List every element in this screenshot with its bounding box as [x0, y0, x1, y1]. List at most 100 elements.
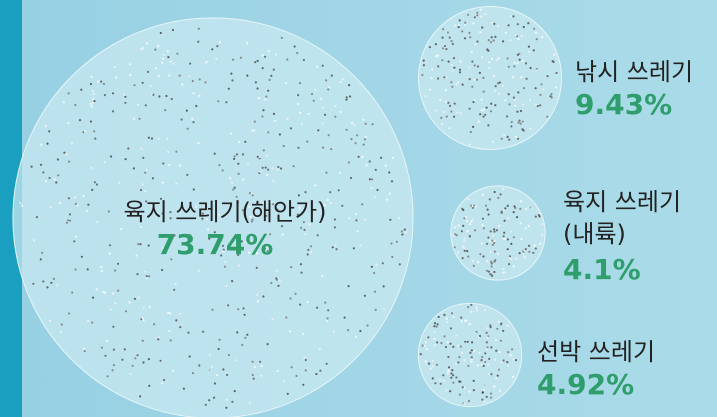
- dot: [490, 346, 492, 348]
- dot: [447, 372, 449, 374]
- dot: [299, 82, 301, 84]
- dot: [83, 195, 85, 197]
- dot: [482, 224, 484, 226]
- dot: [232, 189, 234, 191]
- dot: [488, 61, 490, 63]
- dot: [502, 85, 504, 87]
- dot: [275, 53, 277, 55]
- dot: [112, 369, 114, 371]
- dot: [92, 102, 94, 104]
- dot: [487, 209, 489, 211]
- dot: [207, 369, 209, 371]
- dot: [479, 253, 481, 255]
- dot: [128, 301, 130, 303]
- dot: [302, 333, 304, 335]
- dot: [448, 61, 450, 63]
- dot: [90, 83, 92, 85]
- dot: [168, 330, 170, 332]
- dot: [36, 216, 38, 218]
- dot: [45, 125, 47, 127]
- dot: [429, 367, 431, 369]
- dot: [451, 369, 453, 371]
- dot: [513, 358, 515, 360]
- dot: [114, 66, 116, 68]
- dot: [424, 345, 426, 347]
- dot: [114, 269, 116, 271]
- dot: [327, 317, 329, 319]
- dot: [522, 60, 524, 62]
- dot: [167, 56, 169, 58]
- dot: [231, 79, 233, 81]
- dot: [134, 357, 136, 359]
- dot: [301, 272, 303, 274]
- dot: [436, 364, 438, 366]
- dot: [214, 153, 216, 155]
- dot: [231, 280, 233, 282]
- dot: [490, 373, 492, 375]
- dot: [198, 142, 200, 144]
- dot: [500, 340, 502, 342]
- dot: [523, 87, 525, 89]
- dot: [482, 116, 484, 118]
- dot: [255, 81, 257, 83]
- dot: [189, 63, 191, 65]
- dot: [124, 96, 126, 98]
- dot: [91, 105, 93, 107]
- dot: [490, 110, 492, 112]
- dot: [171, 98, 173, 100]
- dot: [442, 374, 444, 376]
- dot: [507, 217, 509, 219]
- dot: [299, 112, 301, 114]
- dot: [504, 207, 506, 209]
- dot: [482, 218, 484, 220]
- dot: [450, 327, 452, 329]
- dot: [453, 67, 455, 69]
- dot: [490, 393, 492, 395]
- dot: [87, 320, 89, 322]
- dot: [267, 343, 269, 345]
- dot: [517, 91, 519, 93]
- dot: [447, 102, 449, 104]
- dot: [491, 36, 493, 38]
- dot: [450, 111, 452, 113]
- dot: [398, 217, 400, 219]
- dot: [481, 399, 483, 401]
- dot: [104, 161, 106, 163]
- dot: [508, 24, 510, 26]
- dot: [371, 266, 373, 268]
- dot: [104, 355, 106, 357]
- dot: [297, 147, 299, 149]
- dot: [469, 352, 471, 354]
- dot: [355, 336, 357, 338]
- dot: [539, 104, 541, 106]
- dot: [520, 123, 522, 125]
- dot: [279, 279, 281, 281]
- dot: [142, 183, 144, 185]
- dot: [539, 243, 541, 245]
- dot: [281, 37, 283, 39]
- dot: [134, 298, 136, 300]
- dot: [83, 348, 85, 350]
- dot: [31, 166, 33, 168]
- dot: [487, 237, 489, 239]
- dot: [448, 366, 450, 368]
- dot: [161, 382, 163, 384]
- dot: [464, 248, 466, 250]
- dot: [457, 111, 459, 113]
- dot: [90, 167, 92, 169]
- dot: [486, 332, 488, 334]
- dot: [442, 37, 444, 39]
- dot: [93, 130, 95, 132]
- dot: [495, 377, 497, 379]
- dot: [324, 114, 326, 116]
- dot: [329, 191, 331, 193]
- dot: [386, 199, 388, 201]
- dot: [254, 121, 256, 123]
- dot: [445, 101, 447, 103]
- dot: [474, 43, 476, 45]
- dot: [264, 98, 266, 100]
- dot: [459, 60, 461, 62]
- dot: [315, 373, 317, 375]
- dot: [373, 272, 375, 274]
- dot: [467, 14, 469, 16]
